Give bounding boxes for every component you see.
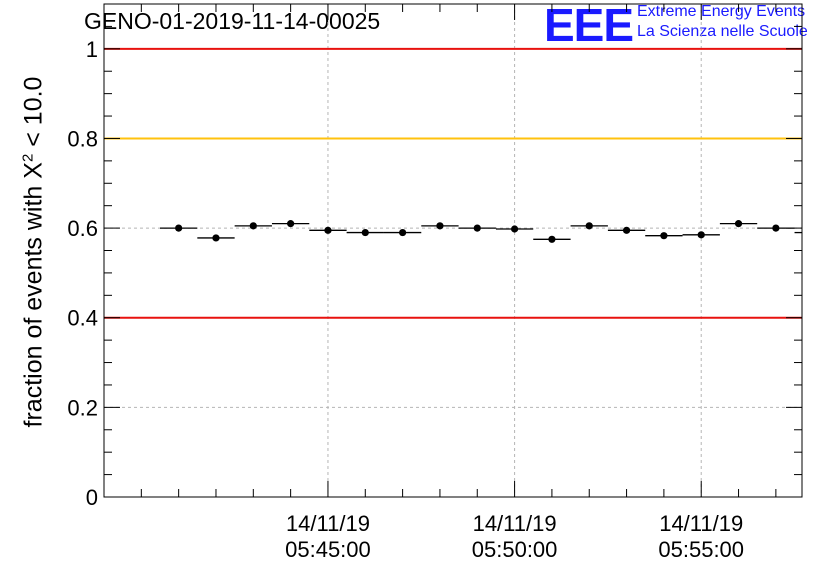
data-point (660, 232, 668, 240)
data-point (548, 235, 556, 243)
y-tick-label: 0.4 (67, 306, 98, 331)
x-tick-label-date: 14/11/19 (286, 511, 370, 536)
plot-frame (103, 3, 803, 498)
data-point (175, 224, 183, 232)
data-point (772, 224, 780, 232)
y-tick-label: 0 (86, 485, 98, 510)
reference-lines (104, 47, 802, 319)
logo-line-2: La Scienza nelle Scuole (637, 23, 808, 40)
data-point (324, 226, 332, 234)
y-tick-label: 1 (86, 37, 98, 62)
data-point (399, 228, 407, 237)
x-tick-labels: 14/11/1905:45:0014/11/1905:50:0014/11/19… (285, 511, 744, 562)
x-tick-label-date: 14/11/19 (659, 511, 743, 536)
data-points (159, 220, 802, 243)
grid (104, 4, 802, 497)
y-tick-label: 0.6 (67, 216, 98, 241)
data-point (473, 224, 481, 232)
y-tick-labels: 0 0.2 0.4 0.6 0.8 1 (67, 37, 98, 510)
data-point (510, 225, 519, 233)
chart-title: GENO-01-2019-11-14-00025 (84, 8, 381, 34)
data-point (622, 226, 631, 234)
data-point (361, 228, 369, 237)
data-point (249, 222, 257, 230)
logo-line-1: Extreme Energy Events (637, 3, 806, 20)
y-tick-label: 0.8 (67, 126, 98, 151)
x-tick-label-time: 05:55:00 (658, 537, 744, 562)
data-point (585, 222, 593, 230)
data-point (734, 220, 743, 228)
x-tick-label-time: 05:45:00 (285, 537, 371, 562)
data-point (287, 220, 295, 228)
x-tick-label-time: 05:50:00 (472, 537, 558, 562)
data-point (212, 234, 220, 242)
data-point (697, 231, 705, 239)
y-tick-label: 0.2 (67, 395, 98, 420)
data-point (436, 222, 444, 230)
x-tick-label-date: 14/11/19 (473, 511, 557, 536)
axis-ticks (103, 3, 802, 498)
